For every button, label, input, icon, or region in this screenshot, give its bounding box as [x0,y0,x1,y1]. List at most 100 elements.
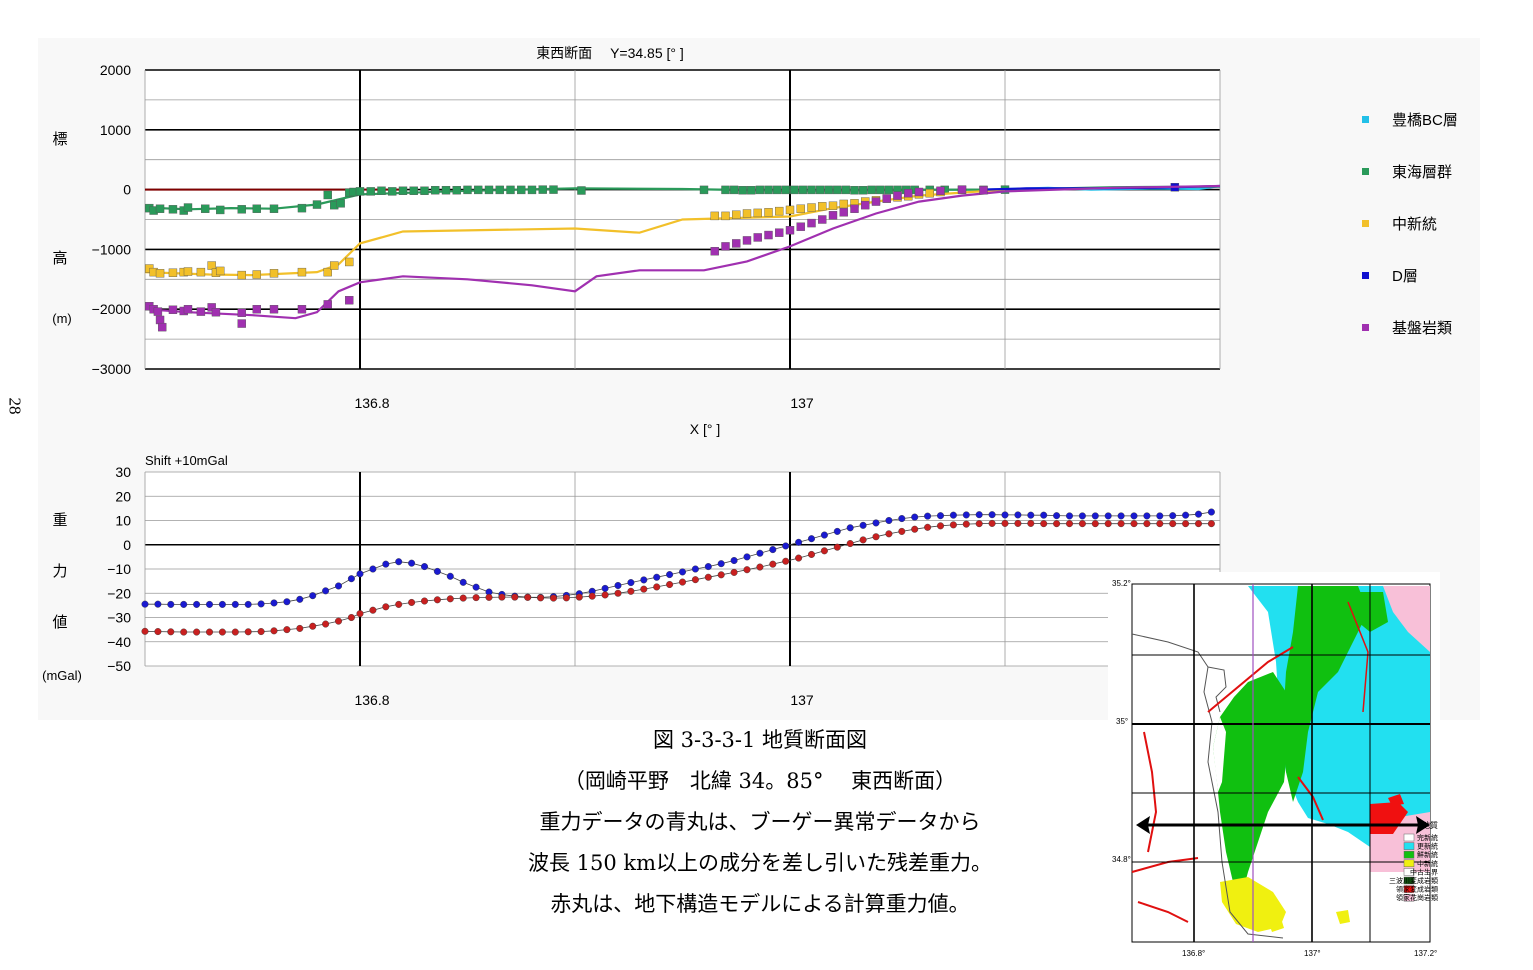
map-legend-swatch [1403,833,1415,842]
data-point [710,246,719,256]
legend-label: D層 [1392,268,1418,285]
data-point [818,215,827,224]
data-point [463,185,472,195]
data-point [872,519,880,527]
data-point [1194,520,1202,528]
data-point [691,565,699,573]
data-point [168,205,178,214]
data-point [839,208,848,217]
map-legend-label: 完新統 [1417,833,1438,842]
data-point [323,300,332,309]
data-point [336,199,345,208]
data-point [244,628,252,636]
map-legend-swatch [1403,885,1415,893]
data-point [988,519,996,527]
data-point [975,511,983,519]
data-point [850,204,859,213]
elevation-section-chart: 東西断面 Y=34.85 [° ] X [° ] 標 高 (m) 2000 100… [52,45,1221,437]
data-point [1182,520,1190,528]
legend-label: 中新統 [1392,216,1437,233]
y-tick-label: −20 [107,585,131,601]
data-point [1078,512,1086,520]
data-point [872,533,880,541]
data-point [717,571,725,579]
y-tick-label: −30 [107,610,131,626]
data-point [1143,512,1151,520]
data-point [269,269,279,278]
data-point [614,581,622,589]
data-point [1091,520,1099,528]
data-point [925,188,934,198]
data-point [168,305,178,314]
data-point [775,228,784,237]
data-point [798,185,808,195]
data-point [154,628,162,636]
data-point [743,553,751,561]
chart1-ylabel-2: (m) [52,311,72,326]
data-point [949,521,957,529]
data-point [296,595,304,603]
map-xlabel-2: 137° [1304,949,1321,958]
data-point [408,559,416,567]
data-point [527,185,537,195]
data-point [796,222,805,231]
data-point [898,527,906,535]
data-point [679,578,687,586]
data-point [653,573,661,581]
data-point [710,211,719,221]
data-point [1065,512,1073,520]
legend-swatch [1362,324,1369,331]
data-point [1001,519,1009,527]
data-point [601,584,609,592]
data-point [742,209,752,218]
location-map: 35.2° 35° 34.8° 136.8° 137° 137.2° 地質 完新… [1108,572,1440,964]
data-point [517,185,526,195]
data-point [1027,519,1035,527]
data-point [962,520,970,528]
data-point [309,592,317,600]
data-point [936,186,945,195]
map-legend-label: 領家花崗岩類 [1396,893,1438,902]
data-point [257,628,265,636]
data-point [549,185,558,194]
data-point [807,218,816,228]
data-point [1053,512,1061,520]
data-point [335,582,343,590]
data-point [833,527,841,535]
data-point [356,610,364,618]
data-point [550,594,558,602]
data-point [183,305,193,314]
data-point [196,307,206,316]
data-point [666,571,674,579]
map-ylabel-2: 35° [1116,717,1128,726]
data-point [398,186,408,195]
data-point [884,185,894,195]
data-point [297,267,307,277]
data-point [871,197,881,206]
data-point [193,600,201,608]
data-point [309,622,317,630]
data-point [244,600,252,608]
data-point [506,185,515,195]
data-point [155,204,165,213]
data-point [459,578,467,586]
data-point [785,226,795,235]
figure-caption: 図 3-3-3-1 地質断面図 （岡崎平野 北緯 34。85° 東西断面） 重力… [450,720,1070,925]
data-point [495,185,504,195]
legend-swatch [1362,272,1369,279]
map-legend-swatch [1403,842,1415,850]
data-point [345,257,354,267]
data-point [979,185,988,195]
data-point [237,319,246,328]
data-point [196,267,206,277]
data-point [1065,520,1073,528]
data-point [537,594,545,602]
data-point [1156,512,1164,520]
chart2-ylabel-2: 値 [52,614,67,631]
data-point [211,307,221,317]
data-point [1182,511,1190,519]
data-point [421,597,429,605]
data-point [691,576,699,584]
chart1-ylabel-1: 高 [52,250,67,267]
